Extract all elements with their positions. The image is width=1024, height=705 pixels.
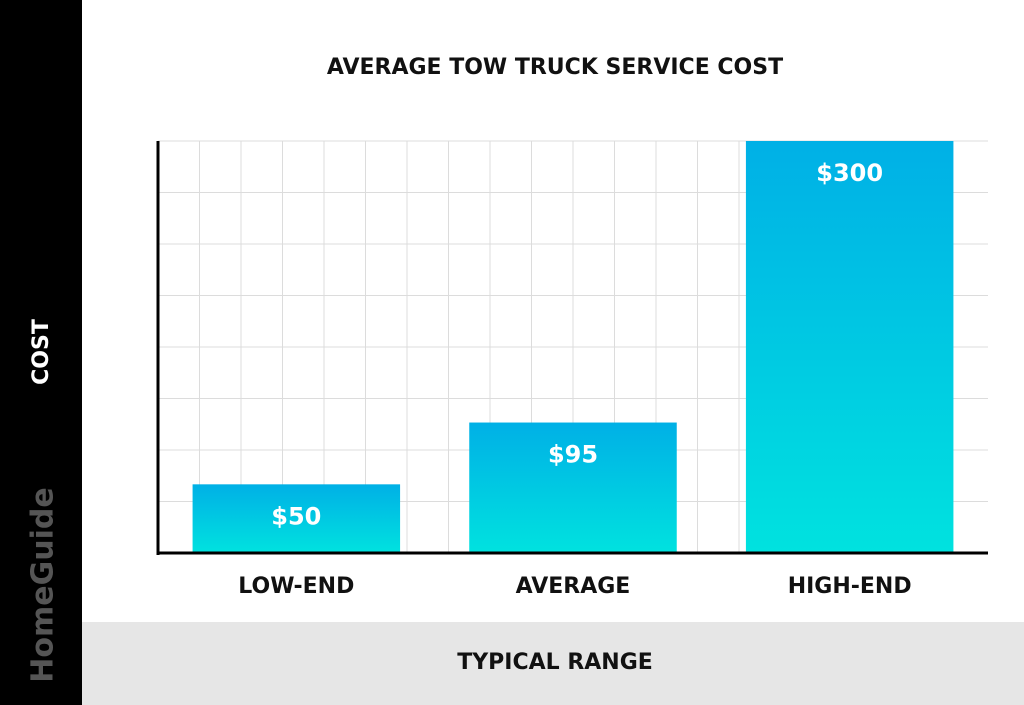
- data-label: $300: [816, 159, 883, 187]
- chart-title: AVERAGE TOW TRUCK SERVICE COST: [327, 55, 783, 80]
- data-label: $50: [271, 502, 321, 530]
- y-axis-label: COST: [29, 319, 54, 385]
- data-label: $95: [548, 441, 598, 469]
- side-band: [0, 0, 82, 705]
- brand-watermark: HomeGuide: [26, 487, 61, 682]
- bar: [469, 422, 677, 553]
- bottom-band: [82, 622, 1024, 705]
- bar: [192, 484, 401, 553]
- x-tick-label: AVERAGE: [516, 574, 631, 599]
- x-tick-label: LOW-END: [238, 574, 354, 599]
- bar: [745, 141, 954, 553]
- x-tick-label: HIGH-END: [788, 574, 912, 599]
- x-axis-label: TYPICAL RANGE: [457, 650, 653, 675]
